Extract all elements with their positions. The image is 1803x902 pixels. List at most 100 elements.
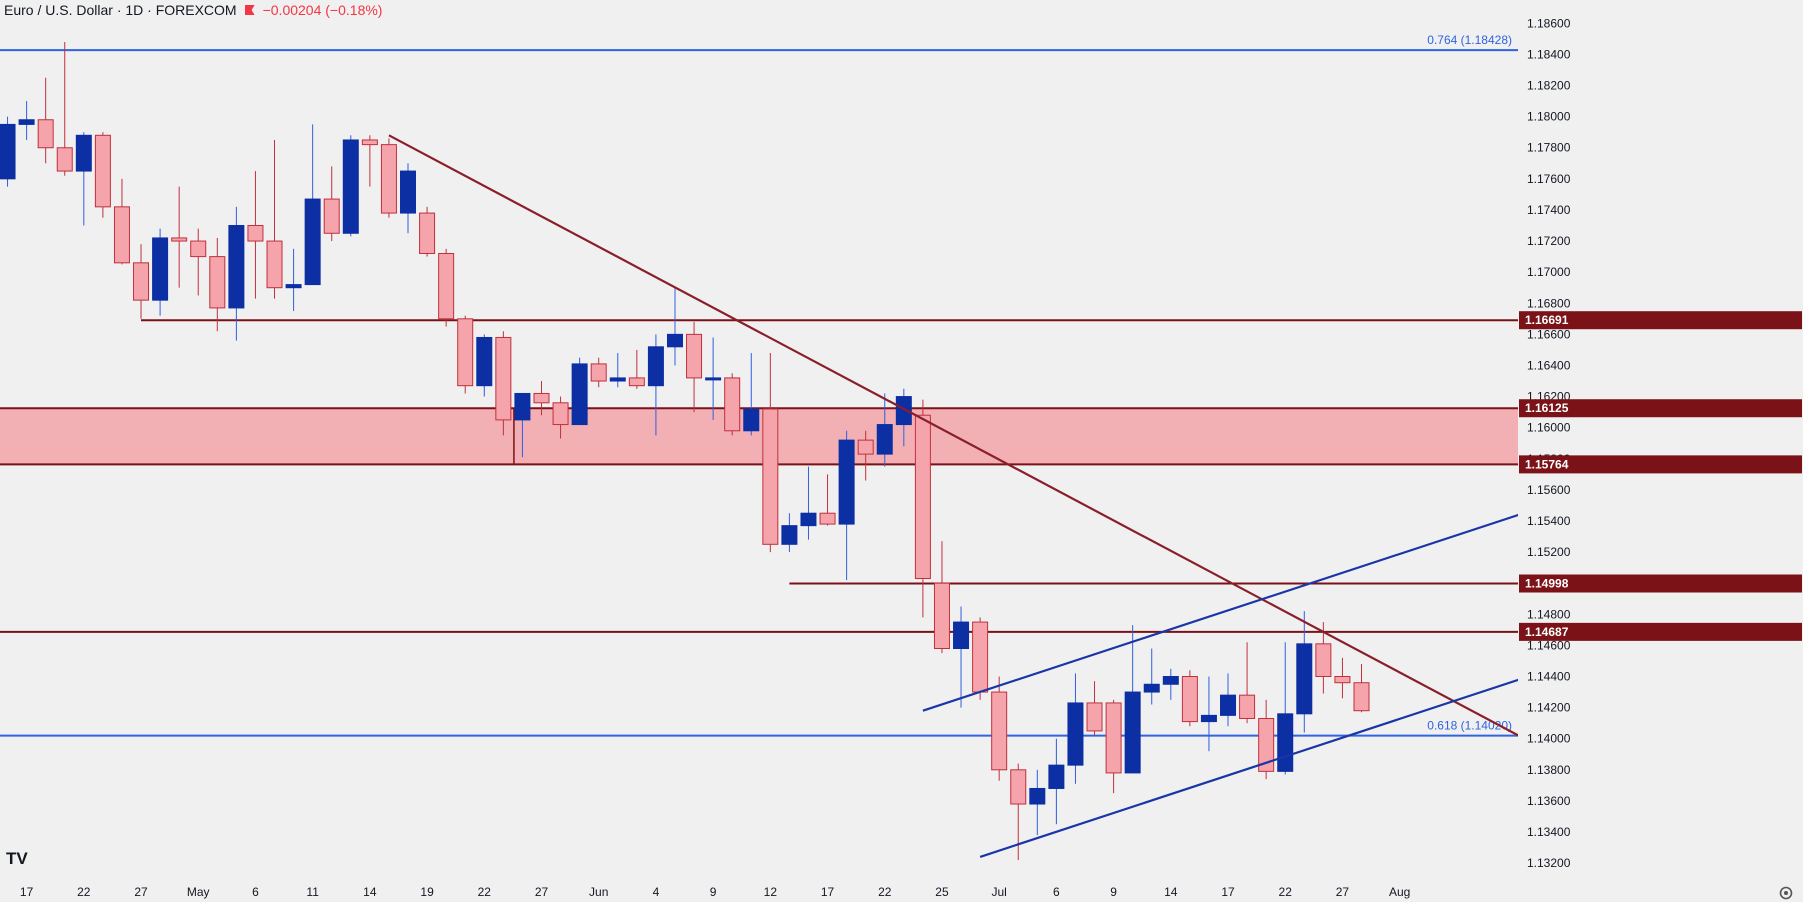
- x-tick-label: 27: [535, 885, 549, 899]
- fib-level-label: 0.764 (1.18428): [1427, 33, 1512, 47]
- x-tick-label: Jun: [589, 885, 608, 899]
- price-level-badge: [1519, 574, 1802, 593]
- x-tick-label: 22: [77, 885, 91, 899]
- bullish-candle: [895, 396, 912, 426]
- bullish-candle: [152, 237, 169, 301]
- y-tick-label: 1.13400: [1527, 825, 1571, 839]
- y-tick-label: 1.16800: [1527, 296, 1571, 310]
- price-level-badge-label: 1.16125: [1525, 401, 1569, 415]
- descending-trendline: [388, 134, 1534, 745]
- bearish-candle: [819, 512, 836, 525]
- bullish-candle: [304, 198, 321, 286]
- bearish-candle: [628, 377, 645, 387]
- bullish-candle: [705, 377, 722, 381]
- price-level-badge-label: 1.15764: [1525, 457, 1569, 471]
- x-tick-label: 11: [306, 885, 319, 899]
- y-tick-label: 1.17400: [1527, 203, 1571, 217]
- bullish-candle: [285, 284, 302, 289]
- bearish-candle: [247, 225, 264, 242]
- y-tick-label: 1.14400: [1527, 670, 1571, 684]
- price-level-badge-label: 1.14687: [1525, 625, 1569, 639]
- bullish-candle: [781, 525, 798, 545]
- bullish-candle: [1048, 764, 1065, 789]
- y-tick-label: 1.18000: [1527, 110, 1571, 124]
- bearish-candle: [56, 147, 73, 172]
- bullish-candle: [666, 333, 683, 348]
- y-tick-label: 1.13200: [1527, 856, 1571, 870]
- y-tick-label: 1.15400: [1527, 514, 1571, 528]
- bullish-candle: [953, 621, 970, 650]
- y-tick-label: 1.18600: [1527, 16, 1571, 30]
- bearish-candle: [323, 198, 340, 234]
- bearish-candle: [37, 119, 54, 149]
- bullish-candle: [838, 439, 855, 525]
- x-tick-label: 4: [653, 885, 660, 899]
- bullish-candle: [514, 392, 531, 421]
- bullish-candle: [1162, 676, 1179, 685]
- y-tick-label: 1.18200: [1527, 79, 1571, 93]
- bullish-candle: [400, 170, 417, 214]
- bearish-candle: [1105, 702, 1122, 774]
- y-tick-label: 1.16000: [1527, 421, 1571, 435]
- x-tick-label: 14: [1164, 885, 1178, 899]
- bearish-candle: [438, 252, 455, 320]
- bullish-candle: [609, 377, 626, 382]
- y-tick-label: 1.17200: [1527, 234, 1571, 248]
- bearish-candle: [1239, 694, 1256, 719]
- gear-icon: [1779, 886, 1793, 900]
- x-tick-label: 14: [363, 885, 377, 899]
- bearish-candle: [1353, 682, 1370, 712]
- tradingview-logo: TV: [6, 849, 28, 868]
- market-closed-flag-icon: [244, 5, 255, 15]
- x-tick-label: Aug: [1389, 885, 1410, 899]
- bearish-candle: [94, 134, 111, 208]
- x-tick-label: 12: [764, 885, 778, 899]
- y-tick-label: 1.14200: [1527, 701, 1571, 715]
- bearish-candle: [724, 377, 741, 432]
- x-tick-label: 22: [1279, 885, 1293, 899]
- x-tick-label: Jul: [992, 885, 1007, 899]
- bearish-candle: [457, 318, 474, 387]
- bearish-candle: [380, 144, 397, 214]
- x-tick-label: 27: [134, 885, 148, 899]
- bearish-candle: [133, 262, 150, 301]
- symbol-header: Euro / U.S. Dollar · 1D · FOREXCOM −0.00…: [4, 2, 382, 18]
- bearish-candle: [533, 392, 550, 404]
- bearish-candle: [1010, 769, 1027, 805]
- bearish-candle: [1334, 676, 1351, 684]
- channel-upper-line: [922, 509, 1534, 712]
- bullish-candle: [1143, 683, 1160, 693]
- bullish-candle: [1277, 713, 1294, 772]
- bullish-candle: [876, 424, 893, 455]
- bearish-candle: [419, 212, 436, 254]
- bearish-candle: [933, 582, 950, 650]
- x-tick-label: 25: [935, 885, 949, 899]
- bearish-candle: [857, 439, 874, 455]
- y-tick-label: 1.17600: [1527, 172, 1571, 186]
- bearish-candle: [190, 240, 207, 258]
- gear-icon-center: [1784, 891, 1788, 895]
- x-tick-label: 22: [878, 885, 892, 899]
- bearish-candle: [1258, 717, 1275, 772]
- bullish-candle: [1220, 694, 1237, 716]
- bearish-candle: [171, 237, 188, 242]
- bullish-candle: [1029, 787, 1046, 805]
- bullish-candle: [1200, 714, 1217, 723]
- y-tick-label: 1.16400: [1527, 358, 1571, 372]
- bullish-candle: [476, 336, 493, 387]
- bullish-candle: [228, 225, 245, 309]
- symbol-title[interactable]: Euro / U.S. Dollar · 1D · FOREXCOM: [4, 2, 237, 18]
- bearish-candle: [1315, 643, 1332, 677]
- y-tick-label: 1.17000: [1527, 265, 1571, 279]
- x-tick-label: 19: [420, 885, 434, 899]
- price-level-badge: [1519, 455, 1802, 474]
- price-level-badge: [1519, 622, 1802, 641]
- x-tick-label: 17: [1221, 885, 1235, 899]
- x-tick-label: 17: [821, 885, 835, 899]
- bullish-candle: [743, 408, 760, 432]
- y-tick-label: 1.17800: [1527, 141, 1571, 155]
- bullish-candle: [75, 134, 92, 172]
- y-tick-label: 1.13600: [1527, 794, 1571, 808]
